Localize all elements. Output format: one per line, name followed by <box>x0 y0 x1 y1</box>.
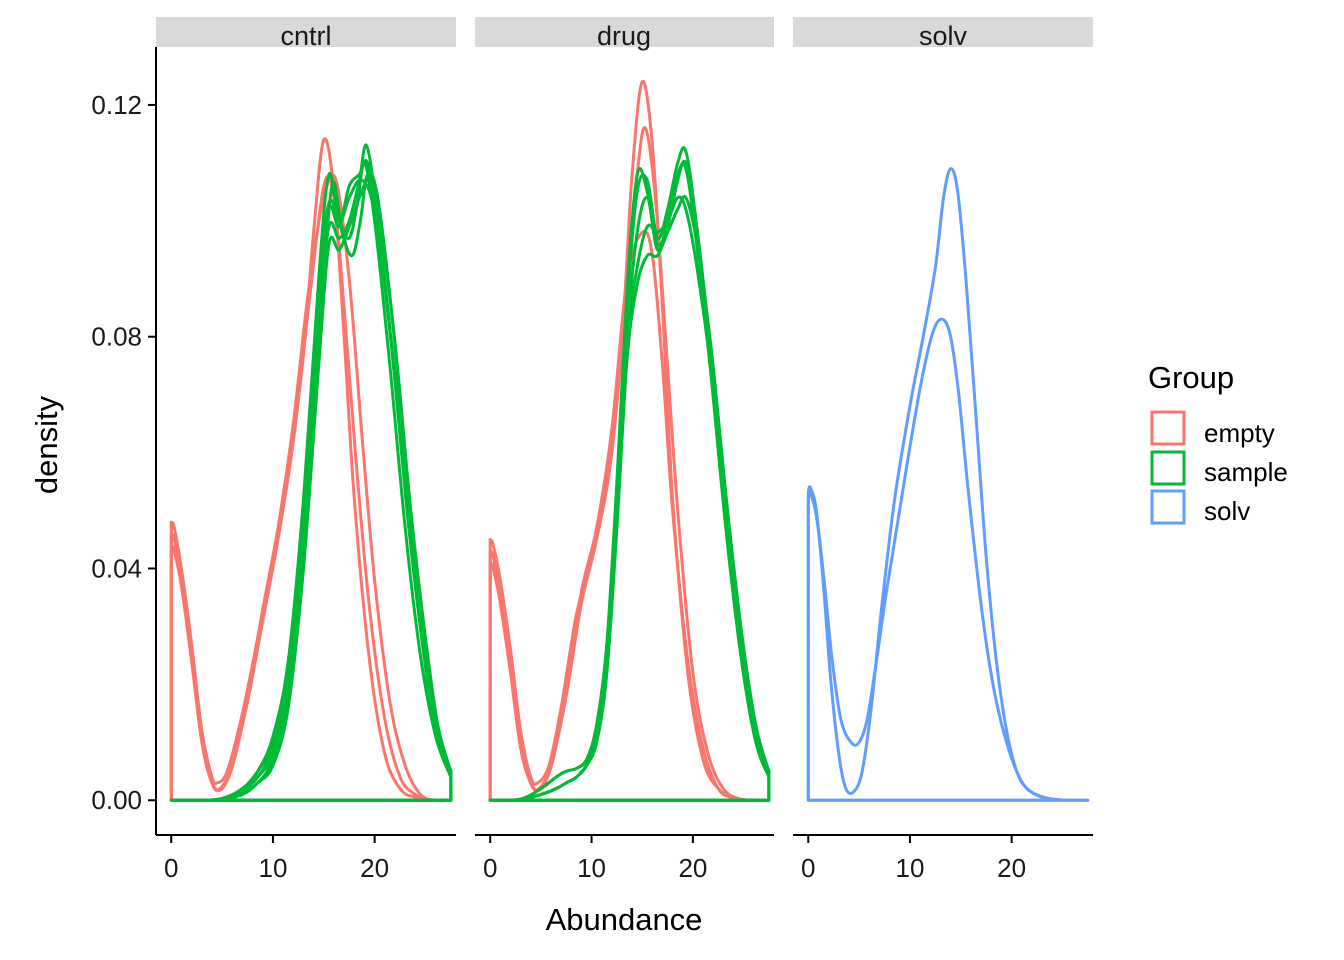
strip-label-drug: drug <box>597 21 651 51</box>
strip-label-cntrl: cntrl <box>280 21 331 51</box>
y-tick-label-3: 0.12 <box>91 90 142 120</box>
legend: Group empty sample solv <box>1148 360 1288 526</box>
y-axis: 0.00 0.04 0.08 0.12 <box>91 47 157 835</box>
y-tick-label-1: 0.04 <box>91 553 142 583</box>
legend-item-solv: solv <box>1150 489 1250 526</box>
legend-key-sample <box>1150 450 1186 486</box>
density-curve-drug-empty-2 <box>488 229 771 802</box>
y-tick-label-0: 0.00 <box>91 785 142 815</box>
density-curve-drug-sample-6 <box>488 195 771 802</box>
x-tick-label-solv-0: 0 <box>801 853 815 883</box>
strip-background-solv <box>793 17 1093 47</box>
density-curve-drug-sample-7 <box>488 162 771 802</box>
x-tick-label-cntrl-1: 10 <box>258 853 287 883</box>
y-axis-title: density <box>29 395 64 494</box>
density-curve-cntrl-sample-8 <box>169 158 453 802</box>
legend-label-sample: sample <box>1204 457 1288 487</box>
x-axis-title: Abundance <box>546 902 703 937</box>
x-tick-label-drug-0: 0 <box>483 853 497 883</box>
density-curve-cntrl-sample-7 <box>169 178 453 802</box>
legend-title: Group <box>1148 360 1234 395</box>
facet-panel-cntrl: cntrl <box>156 17 456 803</box>
strip-background-drug <box>475 17 774 47</box>
density-curve-solv-solv-0 <box>806 167 1090 802</box>
curves-solv <box>806 167 1090 802</box>
facet-panel-solv: solv <box>793 17 1093 802</box>
x-axes: 0 10 20 0 10 20 0 10 20 <box>156 834 1093 883</box>
legend-label-solv: solv <box>1204 496 1250 526</box>
strip-background-cntrl <box>156 17 456 47</box>
density-curve-drug-empty-0 <box>488 79 771 802</box>
legend-label-empty: empty <box>1204 418 1275 448</box>
x-tick-label-drug-1: 10 <box>577 853 606 883</box>
density-curve-solv-solv-1 <box>806 317 1090 802</box>
x-tick-label-cntrl-2: 20 <box>360 853 389 883</box>
facet-panel-drug: drug <box>475 17 774 802</box>
x-tick-label-solv-2: 20 <box>997 853 1026 883</box>
curves-cntrl <box>169 137 453 803</box>
x-tick-label-solv-1: 10 <box>895 853 924 883</box>
strip-label-solv: solv <box>919 21 968 51</box>
density-curve-cntrl-empty-2 <box>169 173 453 803</box>
y-tick-label-2: 0.08 <box>91 322 142 352</box>
legend-key-solv <box>1150 489 1186 525</box>
legend-item-sample: sample <box>1150 450 1288 487</box>
x-tick-label-cntrl-0: 0 <box>164 853 178 883</box>
curves-drug <box>488 79 771 802</box>
legend-item-empty: empty <box>1150 410 1275 448</box>
x-tick-label-drug-2: 20 <box>678 853 707 883</box>
legend-key-empty <box>1150 410 1186 446</box>
